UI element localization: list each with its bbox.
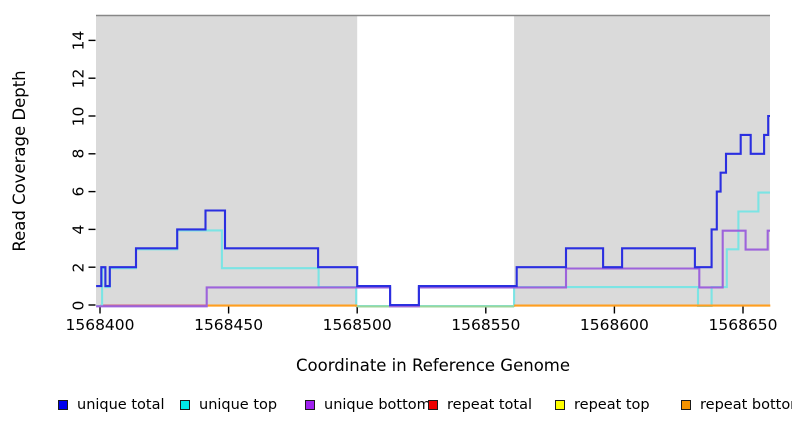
unique-bottom-swatch-icon: [305, 400, 315, 410]
legend-item-repeat-total: repeat total: [428, 397, 532, 413]
unique-bottom-line: [96, 229, 770, 308]
y-axis-title: Read Coverage Depth: [10, 70, 29, 252]
repeat-bottom-swatch-icon: [681, 400, 691, 410]
unique-total-line: [96, 114, 770, 307]
x-tick-label: 1568400: [65, 316, 135, 334]
y-tick-label: 10: [69, 106, 88, 126]
legend-label: repeat top: [574, 397, 650, 413]
repeat-top-swatch-icon: [555, 400, 565, 410]
x-tick-label: 1568650: [708, 316, 778, 334]
y-tick-label: 0: [69, 300, 88, 310]
x-axis-title: Coordinate in Reference Genome: [295, 356, 571, 375]
y-tick-label: 4: [69, 224, 88, 235]
legend-label: repeat total: [447, 397, 533, 413]
legend-label: unique bottom: [324, 397, 431, 413]
legend-label: unique top: [199, 397, 278, 413]
legend-item-repeat-bottom: repeat bottom: [681, 397, 792, 413]
legend-label: unique total: [77, 397, 165, 413]
y-tick-label: 2: [69, 262, 88, 273]
legend-item-unique-bottom: unique bottom: [305, 397, 431, 413]
legend-item-unique-top: unique top: [180, 397, 277, 413]
y-tick-label: 6: [69, 186, 88, 197]
y-tick-label: 14: [69, 30, 88, 51]
x-tick-label: 1568600: [579, 316, 649, 334]
x-tick-label: 1568550: [451, 316, 521, 334]
x-tick-label: 1568500: [322, 316, 392, 334]
repeat-total-swatch-icon: [428, 400, 438, 410]
x-tick-label: 1568450: [194, 316, 264, 334]
legend-item-unique-total: unique total: [58, 397, 165, 413]
uncovered-gap-region: [357, 15, 515, 306]
unique-total-swatch-icon: [58, 400, 68, 410]
legend-item-repeat-top: repeat top: [555, 397, 650, 413]
legend-label: repeat bottom: [700, 397, 792, 413]
unique-top-swatch-icon: [180, 400, 190, 410]
y-tick-label: 12: [69, 68, 88, 89]
